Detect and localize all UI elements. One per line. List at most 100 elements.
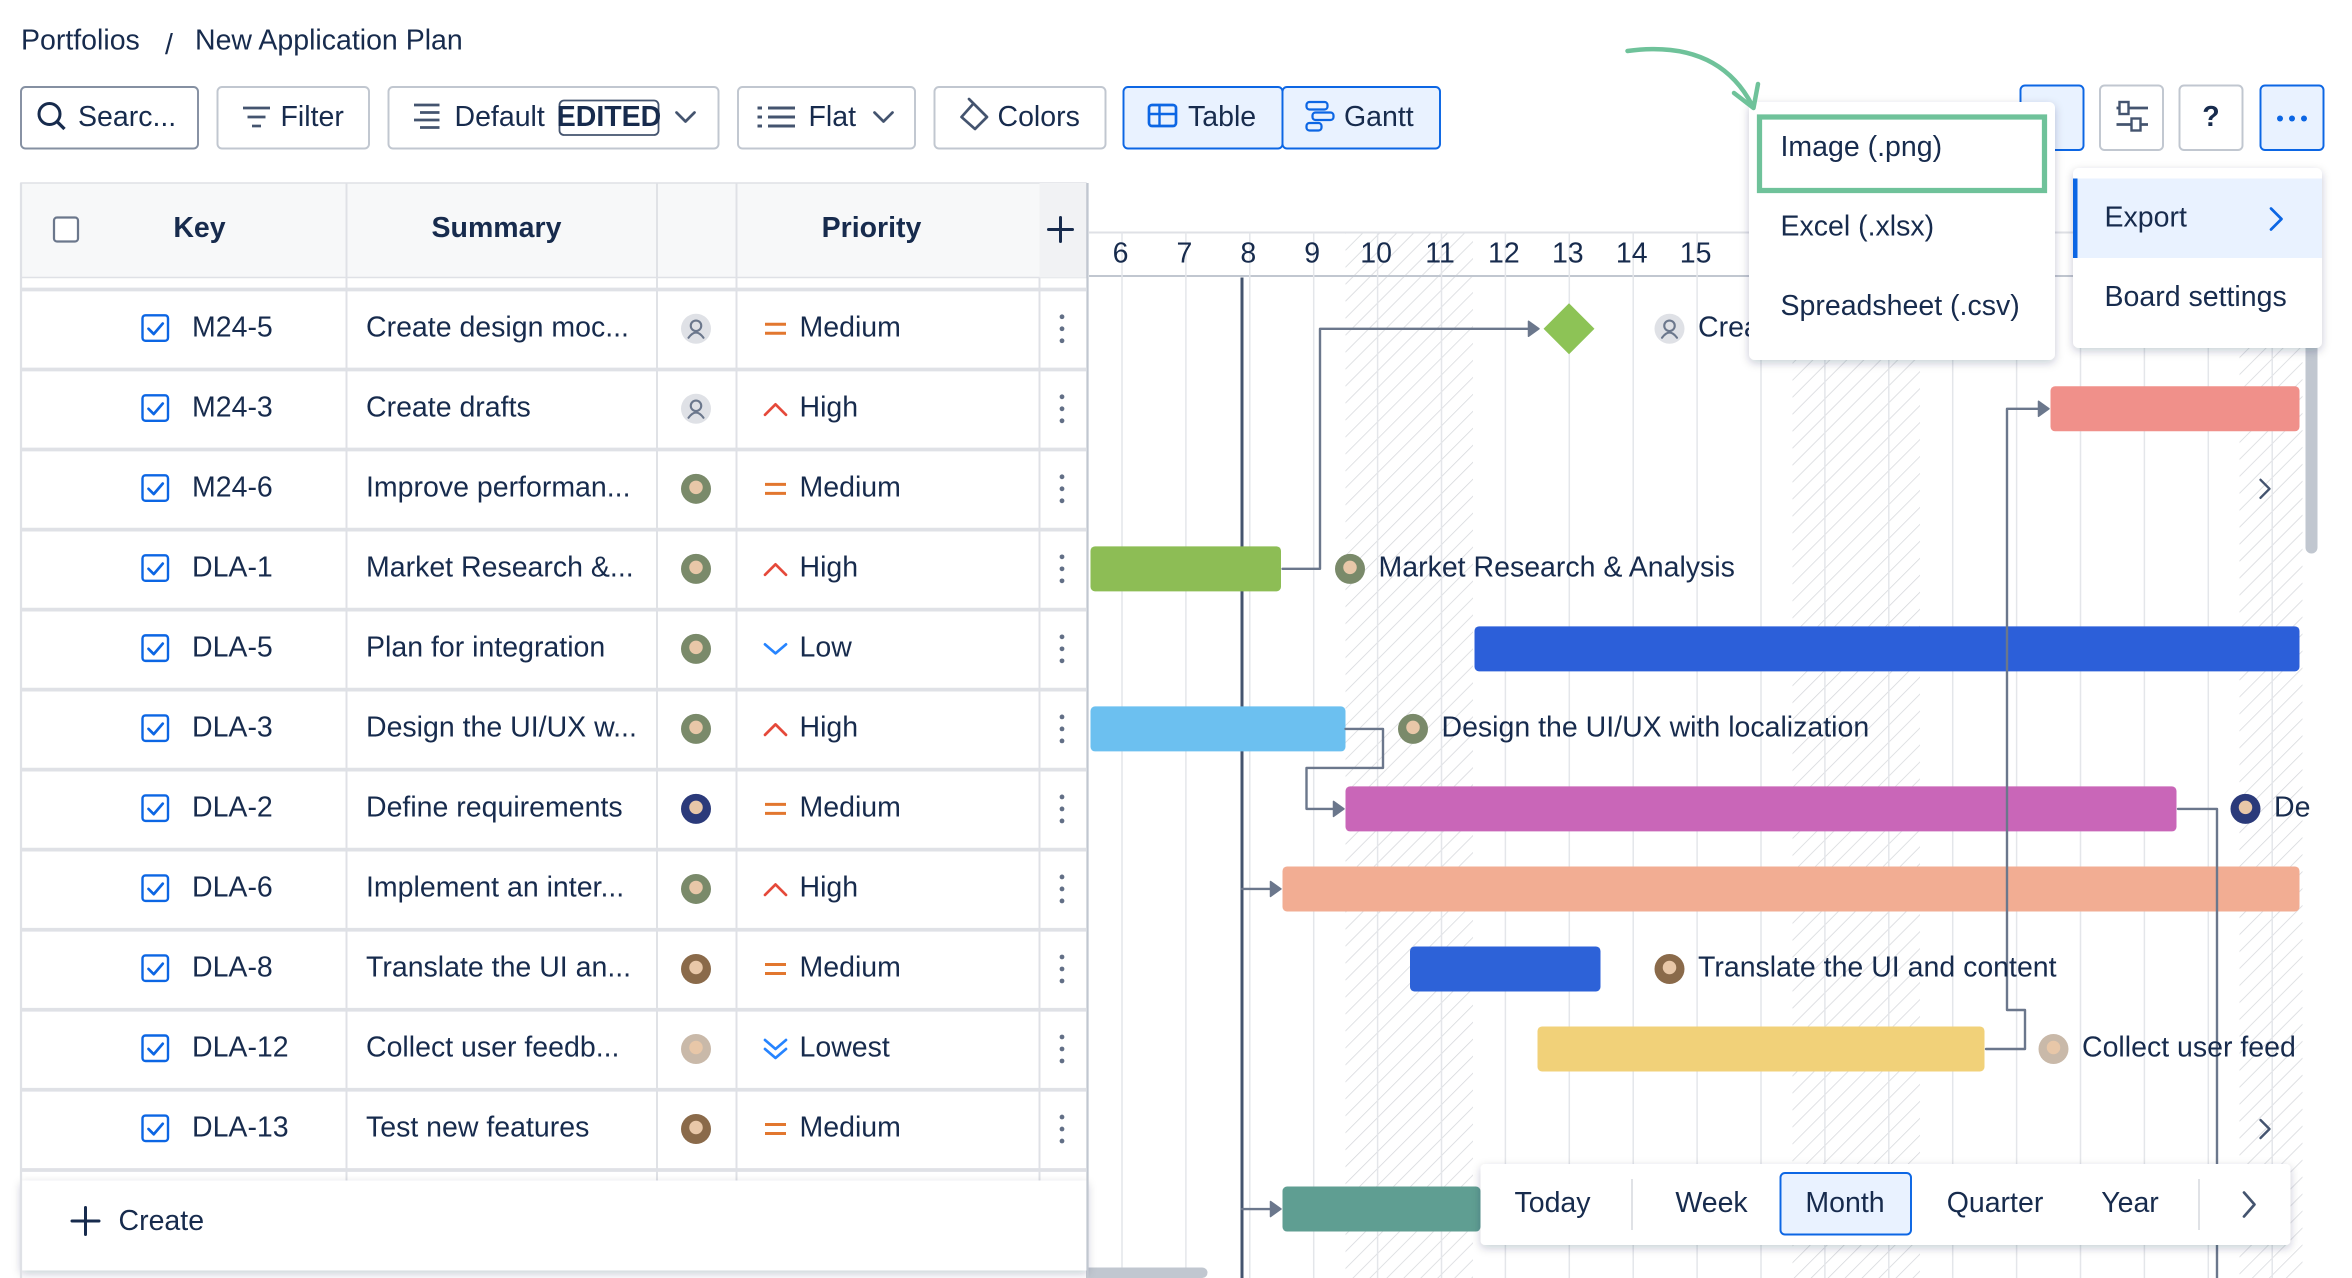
row-bg	[21, 689, 1086, 770]
avatar-face	[2238, 800, 2253, 815]
row-menu-dot	[1059, 418, 1065, 424]
breadcrumb-link[interactable]: Portfolios	[21, 25, 140, 57]
summary[interactable]: Implement an inter...	[366, 871, 624, 903]
priority-low	[763, 643, 788, 655]
zoom-option[interactable]: Month	[1805, 1187, 1884, 1219]
dependency	[1281, 327, 1538, 571]
chevron-down	[675, 111, 696, 123]
grouping-button[interactable]	[737, 86, 916, 150]
avatar-face	[689, 1120, 703, 1135]
row-menu-dot	[1059, 394, 1065, 400]
priority-high	[763, 402, 788, 417]
checkmark	[147, 1042, 165, 1056]
view-button[interactable]	[387, 86, 720, 150]
row-checkbox[interactable]	[141, 394, 170, 422]
avatar-empty	[681, 313, 711, 344]
more-dot	[2301, 115, 2307, 122]
row-menu-dot	[1059, 978, 1065, 984]
checkmark	[147, 722, 165, 736]
zoom-option[interactable]: Year	[2101, 1187, 2159, 1219]
zoom-option[interactable]: Week	[1675, 1187, 1748, 1219]
day-label: 13	[1552, 238, 1584, 270]
issue-key[interactable]: DLA-13	[192, 1112, 289, 1144]
paint-icon	[960, 97, 989, 131]
gantt-tab-label[interactable]: Gantt	[1344, 101, 1414, 133]
row-checkbox[interactable]	[141, 554, 170, 583]
task-bar	[1090, 546, 1281, 592]
help-label[interactable]: ?	[2202, 101, 2219, 133]
weekend-hatch	[1345, 232, 1473, 1278]
issue-key[interactable]: DLA-12	[192, 1032, 289, 1064]
row-menu-dot	[1059, 578, 1065, 584]
summary[interactable]: Define requirements	[366, 791, 623, 823]
side-menu-option[interactable]: Export	[2105, 202, 2187, 234]
avatar-head	[1663, 319, 1676, 333]
zoom-option[interactable]: Today	[1514, 1187, 1591, 1219]
summary[interactable]: Test new features	[366, 1112, 589, 1144]
priority: Medium	[800, 471, 901, 503]
summary[interactable]: Improve performan...	[366, 471, 631, 503]
row-checkbox[interactable]	[141, 794, 170, 823]
issue-key[interactable]: DLA-6	[192, 871, 273, 903]
avatar-face	[689, 1040, 703, 1055]
summary[interactable]: Plan for integration	[366, 631, 605, 663]
create-button[interactable]: Create	[119, 1205, 205, 1237]
avatar	[681, 1033, 711, 1064]
task-label: Translate the UI and content	[1698, 951, 2057, 983]
row-menu-dot	[1059, 1058, 1065, 1064]
export-option[interactable]: Spreadsheet (.csv)	[1781, 290, 2020, 322]
issue-key[interactable]: M24-3	[192, 391, 273, 423]
summary[interactable]: Create drafts	[366, 391, 531, 423]
row-checkbox[interactable]	[141, 1034, 170, 1063]
side-menu-option[interactable]: Board settings	[2105, 281, 2287, 313]
row-checkbox[interactable]	[141, 714, 170, 743]
weekend-hatch	[1792, 232, 1920, 1278]
issue-key[interactable]: DLA-3	[192, 711, 273, 743]
row-menu-dot	[1059, 338, 1065, 344]
day-label: 6	[1113, 238, 1129, 270]
issue-key[interactable]: DLA-2	[192, 791, 273, 823]
checkmark	[147, 322, 165, 336]
checkmark	[147, 962, 165, 976]
row-menu-dot	[1059, 806, 1065, 812]
select-all[interactable]	[52, 216, 80, 243]
row-bg	[21, 1009, 1086, 1090]
gantt-icon	[1305, 121, 1323, 132]
view-label: Default	[455, 101, 545, 133]
checkmark	[147, 642, 165, 656]
task-label: De	[2274, 791, 2310, 823]
row-checkbox[interactable]	[141, 634, 170, 663]
export-option[interactable]: Excel (.xlsx)	[1781, 211, 1935, 243]
issue-key[interactable]: DLA-1	[192, 551, 273, 583]
export-option[interactable]: Image (.png)	[1781, 131, 1943, 163]
row-checkbox[interactable]	[141, 474, 170, 503]
row-checkbox[interactable]	[141, 314, 170, 342]
table-tab-label[interactable]: Table	[1188, 101, 1256, 133]
add-column	[1047, 216, 1074, 243]
day-label: 15	[1680, 238, 1712, 270]
row-checkbox[interactable]	[141, 954, 170, 983]
summary[interactable]: Create design moc...	[366, 311, 629, 343]
issue-key[interactable]: DLA-8	[192, 951, 273, 983]
row-menu-dot	[1059, 794, 1065, 800]
filter-button[interactable]	[216, 86, 370, 150]
help-button[interactable]	[2178, 84, 2244, 151]
colors-button[interactable]	[933, 86, 1107, 150]
search-placeholder: Searc...	[78, 101, 176, 133]
summary[interactable]: Collect user feedb...	[366, 1032, 619, 1064]
avatar	[681, 873, 711, 904]
row-checkbox[interactable]	[141, 874, 170, 903]
issue-key[interactable]: M24-5	[192, 311, 273, 343]
avatar-face	[689, 560, 703, 575]
issue-key[interactable]: M24-6	[192, 471, 273, 503]
summary[interactable]: Translate the UI an...	[366, 951, 631, 983]
zoom-option[interactable]: Quarter	[1947, 1187, 2044, 1219]
row-checkbox[interactable]	[141, 1114, 170, 1143]
day-label: 9	[1304, 238, 1320, 270]
summary[interactable]: Design the UI/UX w...	[366, 711, 637, 743]
search-box[interactable]	[20, 86, 199, 150]
issue-key[interactable]: DLA-5	[192, 631, 273, 663]
row-bg	[21, 289, 1086, 370]
summary[interactable]: Market Research &...	[366, 551, 634, 583]
